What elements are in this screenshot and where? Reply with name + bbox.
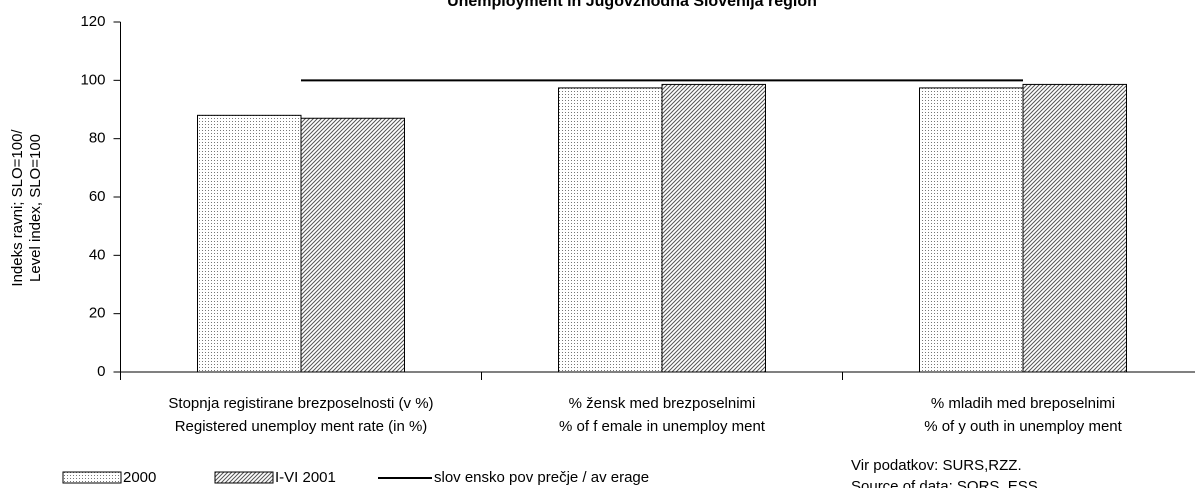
bar — [661, 83, 766, 373]
x-tick-label: % mladih med breposelnimi — [931, 395, 1115, 412]
y-axis-label: Indeks ravni; SLO=100/ — [9, 129, 26, 287]
source-note: Source of data: SORS, ESS — [851, 478, 1038, 488]
x-tick-label: Stopnja registirane brezposelnosti (v %) — [168, 395, 433, 412]
source-note: Vir podatkov: SURS,RZZ. — [851, 457, 1022, 474]
x-tick-label: % of y outh in unemploy ment — [924, 418, 1122, 435]
x-tick-label: Registered unemploy ment rate (in %) — [175, 418, 428, 435]
chart-title: Unemployment in Jugovzhodna Slovenija re… — [447, 0, 817, 10]
bar — [300, 117, 405, 373]
x-tick-label: % žensk med brezposelnimi — [569, 395, 756, 412]
y-axis-label: Level index, SLO=100 — [27, 134, 44, 282]
legend-swatch — [62, 471, 122, 484]
y-tick-label: 40 — [89, 246, 106, 263]
y-tick-label: 0 — [97, 363, 105, 380]
bar — [1022, 83, 1127, 373]
bar — [558, 87, 663, 373]
legend-label: slov ensko pov prečje / av erage — [434, 469, 649, 486]
legend-label: I-VI 2001 — [275, 469, 336, 486]
y-tick-label: 60 — [89, 188, 106, 205]
y-tick-label: 20 — [89, 305, 106, 322]
x-tick-label: % of f emale in unemploy ment — [559, 418, 766, 435]
bar — [197, 114, 302, 373]
legend-swatch — [214, 471, 274, 484]
legend-label: 2000 — [123, 469, 156, 486]
y-tick-label: 100 — [80, 71, 105, 88]
bar — [919, 87, 1024, 373]
y-tick-label: 80 — [89, 130, 106, 147]
y-tick-label: 120 — [80, 13, 105, 30]
